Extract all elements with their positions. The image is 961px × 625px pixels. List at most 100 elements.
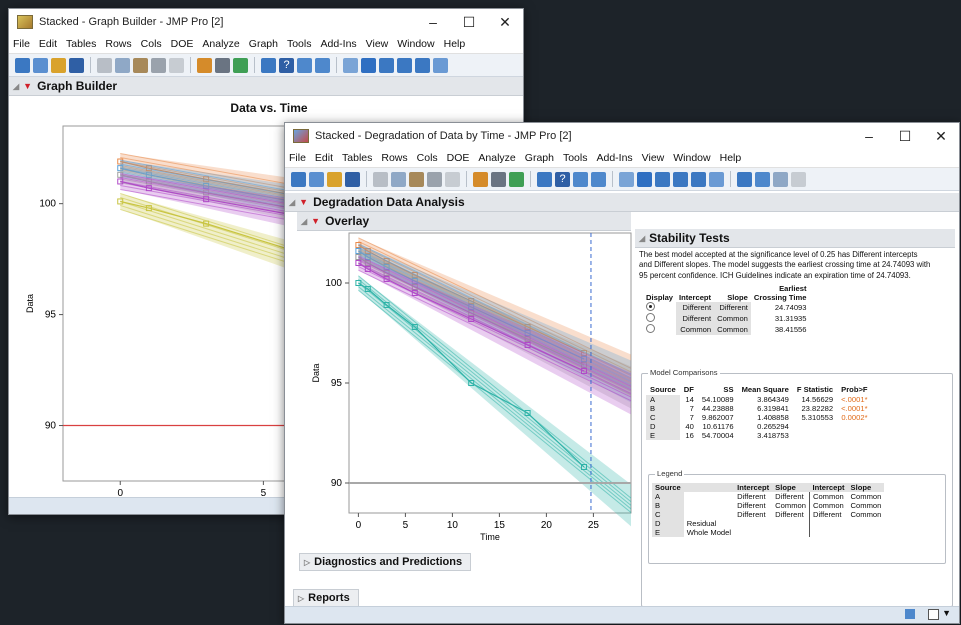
new-data-table-icon[interactable] <box>15 57 30 73</box>
menu-tables[interactable]: Tables <box>342 152 373 164</box>
arrow-tool-icon[interactable] <box>537 171 552 187</box>
red-triangle-menu-icon[interactable]: ▼ <box>299 197 309 207</box>
degradation-report-header[interactable]: ◢ ▼ Degradation Data Analysis <box>285 193 959 212</box>
brush-icon[interactable] <box>361 57 376 73</box>
layout-icon[interactable] <box>737 171 752 187</box>
overlay-header[interactable]: ◢ ▼ Overlay <box>297 212 631 231</box>
checkbox-icon[interactable] <box>928 609 939 620</box>
line-tool-icon[interactable] <box>709 171 724 187</box>
menu-edit[interactable]: Edit <box>314 152 334 164</box>
arrow-tool-icon[interactable] <box>261 57 276 73</box>
new-data-table-icon[interactable] <box>291 171 306 187</box>
maximize-button[interactable]: ☐ <box>462 13 476 30</box>
zoom-icon[interactable] <box>673 171 688 187</box>
crosshair-icon[interactable] <box>591 171 606 187</box>
magnifier-icon[interactable] <box>379 57 394 73</box>
model-radio-3[interactable] <box>646 324 655 334</box>
menu-doe[interactable]: DOE <box>446 152 470 164</box>
menu-addins[interactable]: Add-Ins <box>320 38 357 50</box>
model-radio-1[interactable] <box>646 302 655 312</box>
model-radio-2[interactable] <box>646 313 655 323</box>
disclosure-icon[interactable]: ◢ <box>639 233 646 243</box>
minimize-button[interactable]: – <box>429 14 437 30</box>
menu-file[interactable]: File <box>289 152 306 164</box>
red-triangle-menu-icon[interactable]: ▼ <box>23 81 33 91</box>
lasso-icon[interactable] <box>343 57 358 73</box>
graph-builder-header[interactable]: ◢ ▼ Graph Builder <box>9 77 523 96</box>
menu-edit[interactable]: Edit <box>38 38 58 50</box>
data-table-icon[interactable] <box>473 171 488 187</box>
report-icon[interactable] <box>491 171 506 187</box>
new-script-icon[interactable] <box>309 171 324 187</box>
disclosure-closed-icon[interactable]: ▷ <box>304 557 311 567</box>
line-tool-icon[interactable] <box>433 57 448 73</box>
copy-icon[interactable] <box>115 57 130 73</box>
lock-icon[interactable] <box>169 57 184 73</box>
zoom-icon[interactable] <box>397 57 412 73</box>
save-icon[interactable] <box>69 57 84 73</box>
data-table-icon[interactable] <box>197 57 212 73</box>
disclosure-icon[interactable]: ◢ <box>13 81 20 91</box>
menu-view[interactable]: View <box>641 152 665 164</box>
journal-icon[interactable] <box>151 57 166 73</box>
paste-icon[interactable] <box>133 57 148 73</box>
menu-doe[interactable]: DOE <box>170 38 194 50</box>
cut-icon[interactable] <box>97 57 112 73</box>
menu-view[interactable]: View <box>365 38 389 50</box>
graph-icon[interactable] <box>509 171 524 187</box>
stability-tests-header[interactable]: ◢ Stability Tests <box>635 229 955 248</box>
disclosure-icon[interactable]: ◢ <box>289 197 296 207</box>
menu-tables[interactable]: Tables <box>66 38 97 50</box>
reports-outline[interactable]: ▷ Reports <box>293 589 359 607</box>
lasso-icon[interactable] <box>619 171 634 187</box>
menu-rows[interactable]: Rows <box>381 152 408 164</box>
menu-tools[interactable]: Tools <box>286 38 312 50</box>
new-script-icon[interactable] <box>33 57 48 73</box>
dropdown-arrow-icon[interactable]: ▼ <box>942 608 951 618</box>
red-triangle-menu-icon[interactable]: ▼ <box>311 216 321 226</box>
menu-window[interactable]: Window <box>397 38 435 50</box>
open-folder-icon[interactable] <box>327 171 342 187</box>
diagnostics-outline[interactable]: ▷ Diagnostics and Predictions <box>299 553 471 571</box>
graph-icon[interactable] <box>233 57 248 73</box>
journal-icon[interactable] <box>427 171 442 187</box>
menu-tools[interactable]: Tools <box>562 152 588 164</box>
lock-icon[interactable] <box>445 171 460 187</box>
shape-icon[interactable] <box>773 171 788 187</box>
menu-file[interactable]: File <box>13 38 30 50</box>
paste-icon[interactable] <box>409 171 424 187</box>
move-tool-icon[interactable] <box>297 57 312 73</box>
save-icon[interactable] <box>345 171 360 187</box>
menu-rows[interactable]: Rows <box>105 38 132 50</box>
plus-icon[interactable] <box>415 57 430 73</box>
menu-analyze[interactable]: Analyze <box>202 38 240 50</box>
menu-cols[interactable]: Cols <box>140 38 162 50</box>
menu-help[interactable]: Help <box>719 152 742 164</box>
menu-window[interactable]: Window <box>673 152 711 164</box>
overlay-chart[interactable]: 100 95 90 0 5 10 15 20 25 Data Time <box>295 227 640 545</box>
magnifier-icon[interactable] <box>655 171 670 187</box>
brush-icon[interactable] <box>637 171 652 187</box>
disclosure-closed-icon[interactable]: ▷ <box>298 593 305 603</box>
help-icon[interactable]: ? <box>555 171 570 187</box>
table-layout-icon[interactable] <box>755 171 770 187</box>
ellipse-icon[interactable] <box>791 171 806 187</box>
close-button[interactable]: ✕ <box>935 127 947 144</box>
menu-help[interactable]: Help <box>443 38 466 50</box>
report-icon[interactable] <box>215 57 230 73</box>
help-icon[interactable]: ? <box>279 57 294 73</box>
maximize-button[interactable]: ☐ <box>898 127 912 144</box>
menu-graph[interactable]: Graph <box>524 152 554 164</box>
move-tool-icon[interactable] <box>573 171 588 187</box>
crosshair-icon[interactable] <box>315 57 330 73</box>
cut-icon[interactable] <box>373 171 388 187</box>
script-icon[interactable] <box>905 609 915 619</box>
menu-analyze[interactable]: Analyze <box>478 152 516 164</box>
disclosure-icon[interactable]: ◢ <box>301 216 308 226</box>
plus-icon[interactable] <box>691 171 706 187</box>
open-folder-icon[interactable] <box>51 57 66 73</box>
close-button[interactable]: ✕ <box>499 13 511 30</box>
minimize-button[interactable]: – <box>865 128 873 144</box>
menu-addins[interactable]: Add-Ins <box>596 152 633 164</box>
menu-graph[interactable]: Graph <box>248 38 278 50</box>
